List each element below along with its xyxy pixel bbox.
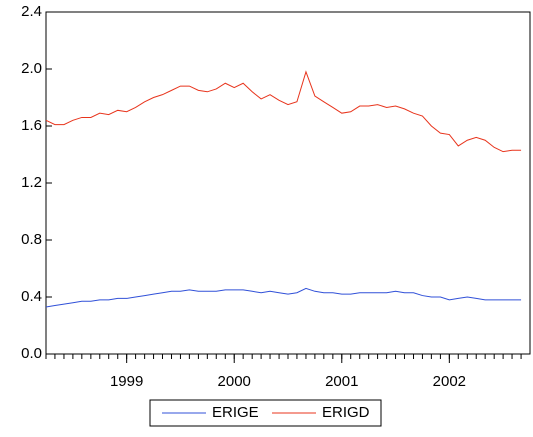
x-tick-label: 2002 <box>433 373 466 390</box>
x-tick-label: 2000 <box>218 373 251 390</box>
x-tick-label: 1999 <box>110 373 143 390</box>
y-tick-label: 2.4 <box>21 3 42 20</box>
y-tick-label: 1.6 <box>21 117 42 134</box>
y-tick-label: 1.2 <box>21 174 42 191</box>
legend-label: ERIGE <box>212 404 259 421</box>
legend-label: ERIGD <box>322 404 370 421</box>
y-tick-label: 0.0 <box>21 345 42 362</box>
series-line <box>45 287 522 308</box>
plot-frame <box>45 11 531 355</box>
x-tick-label: 2001 <box>325 373 358 390</box>
series-line <box>45 70 522 153</box>
y-tick-label: 0.8 <box>21 231 42 248</box>
y-tick-label: 2.0 <box>21 60 42 77</box>
y-tick-label: 0.4 <box>21 288 42 305</box>
legend-box <box>149 399 382 427</box>
